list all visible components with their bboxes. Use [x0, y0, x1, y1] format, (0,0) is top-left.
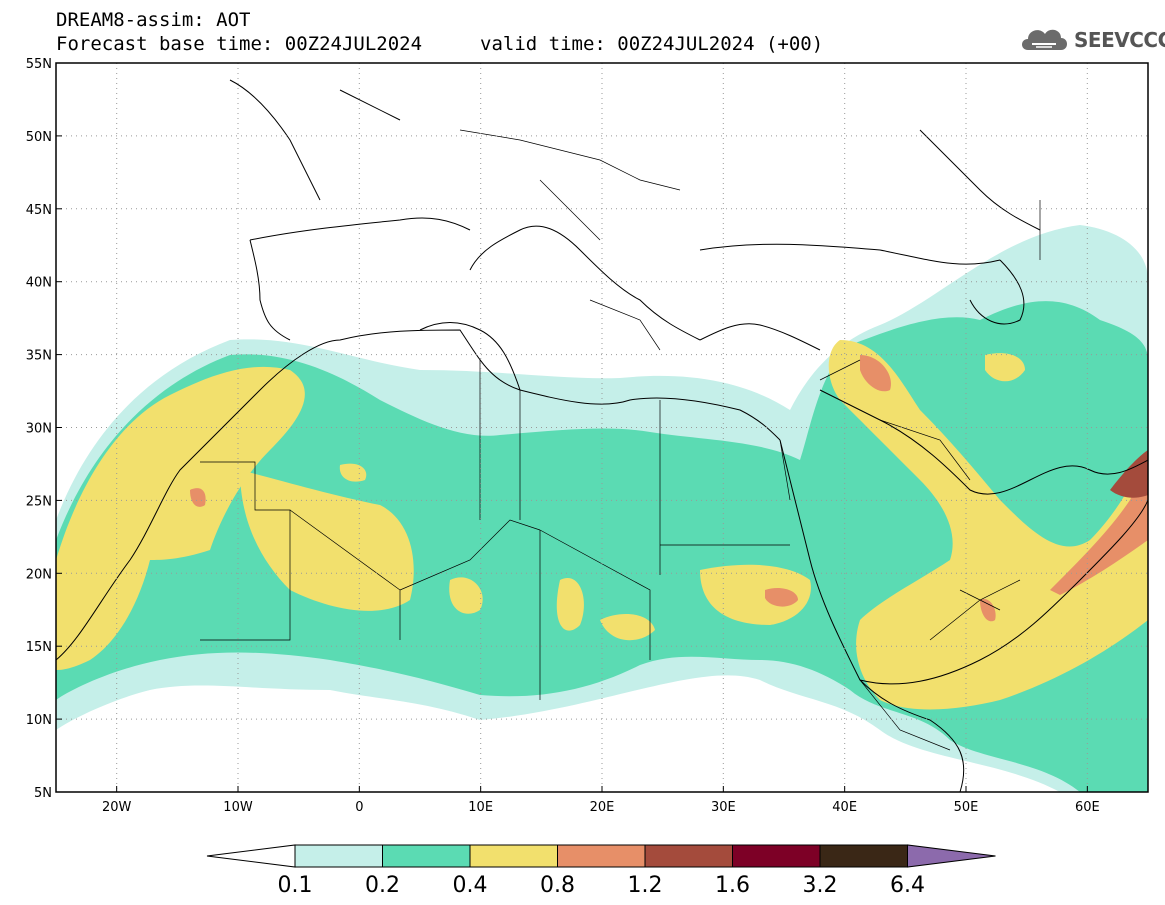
aot-band-0.8	[190, 355, 1148, 622]
colorbar-swatch	[382, 844, 471, 868]
country-borders	[200, 129, 1041, 751]
lon-label-60E: 60E	[1075, 800, 1100, 815]
colorbar-label: 6.4	[890, 873, 925, 898]
colorbar-swatch	[819, 844, 908, 868]
colorbar-over-arrow	[907, 844, 996, 868]
colorbar-label: 3.2	[803, 873, 838, 898]
colorbar-label: 1.2	[628, 873, 663, 898]
lon-label-40E: 40E	[832, 800, 857, 815]
lat-label-35N: 35N	[26, 349, 52, 364]
valid-time: valid time: 00Z24JUL2024 (+00)	[480, 33, 824, 55]
lat-label-5N: 5N	[34, 786, 52, 801]
lon-label-20E: 20E	[590, 800, 615, 815]
lon-label-30E: 30E	[711, 800, 736, 815]
colorbar-label: 1.6	[715, 873, 750, 898]
longitude-labels: 20W 10W 0 10E 20E 30E 40E 50E 60E	[102, 786, 1100, 815]
colorbar-swatch	[557, 844, 646, 868]
forecast-base-time: Forecast base time: 00Z24JUL2024	[56, 33, 423, 55]
colorbar-swatch	[732, 844, 821, 868]
latitude-labels: 5N 10N 15N 20N 25N 30N 35N 40N 45N 50N 55N	[26, 57, 62, 801]
colorbar-swatch	[469, 844, 558, 868]
lat-label-30N: 30N	[26, 422, 52, 437]
lat-label-15N: 15N	[26, 640, 52, 655]
logo-text: SEEVCCC	[1074, 28, 1165, 52]
colorbar-swatch	[644, 844, 733, 868]
lat-label-40N: 40N	[26, 276, 52, 291]
aot-band-1.2	[1110, 450, 1148, 498]
colorbar-label: 0.2	[365, 873, 400, 898]
lat-label-25N: 25N	[26, 494, 52, 509]
colorbar-label: 0.1	[278, 873, 313, 898]
colorbar: 0.1 0.2 0.4 0.8 1.2 1.6 3.2 6.4	[206, 844, 996, 898]
lat-label-20N: 20N	[26, 567, 52, 582]
coastlines	[56, 79, 1148, 792]
cloud-icon	[1022, 29, 1067, 50]
lon-label-50E: 50E	[954, 800, 979, 815]
gridlines	[56, 63, 1148, 792]
colorbar-swatch	[294, 844, 383, 868]
lon-label-10W: 10W	[223, 800, 253, 815]
map-title: DREAM8-assim: AOT	[56, 9, 251, 31]
lat-label-10N: 10N	[26, 713, 52, 728]
seevccc-logo: SEEVCCC	[1018, 22, 1165, 58]
aot-band-0.4	[56, 340, 1148, 710]
lon-label-20W: 20W	[102, 800, 132, 815]
colorbar-label: 0.4	[453, 873, 488, 898]
lon-label-0: 0	[355, 800, 363, 815]
lon-label-10E: 10E	[468, 800, 493, 815]
lat-label-45N: 45N	[26, 203, 52, 218]
lat-label-55N: 55N	[26, 57, 52, 72]
colorbar-under-arrow	[206, 844, 296, 868]
lat-label-50N: 50N	[26, 130, 52, 145]
colorbar-label: 0.8	[540, 873, 575, 898]
